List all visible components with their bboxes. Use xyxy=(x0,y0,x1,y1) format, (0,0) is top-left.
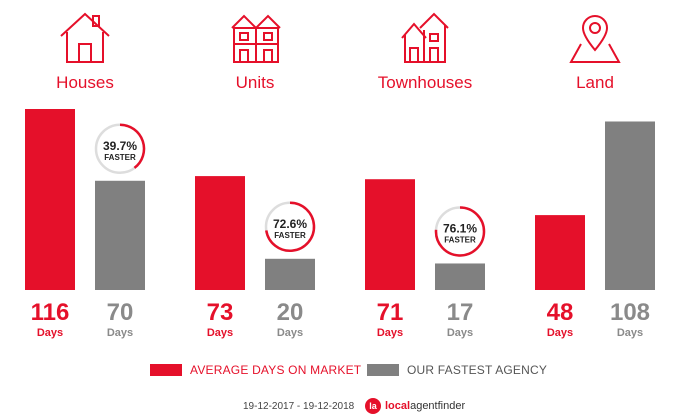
brand-name: localagentfinder xyxy=(385,400,465,412)
brand-logo: la localagentfinder xyxy=(365,398,465,414)
land-icon xyxy=(569,15,621,63)
brand-logo-icon: la xyxy=(365,398,381,414)
value-label-agency-land: 108 xyxy=(610,299,650,326)
value-label-agency-units: 20 xyxy=(277,299,304,326)
category-label-townhouses: Townhouses xyxy=(377,73,473,92)
unit-label-agency-houses: Days xyxy=(107,327,133,339)
unit-label-agency-units: Days xyxy=(277,327,303,339)
faster-label-townhouses: FASTER xyxy=(444,235,476,244)
unit-label-market-land: Days xyxy=(547,327,573,339)
category-label-land: Land xyxy=(576,73,614,92)
faster-percent-townhouses: 76.1% xyxy=(443,221,477,235)
faster-ring-arc-houses xyxy=(119,123,146,169)
footer: 19-12-2017 - 19-12-2018 la localagentfin… xyxy=(0,398,700,416)
bar-agency-houses xyxy=(95,180,145,290)
faster-badge-bg-houses xyxy=(94,122,146,175)
faster-label-units: FASTER xyxy=(274,231,306,240)
bar-agency-townhouses xyxy=(435,263,485,290)
faster-ring-arc-units xyxy=(265,201,316,252)
unit-label-agency-land: Days xyxy=(617,327,643,339)
bar-agency-units xyxy=(265,258,315,290)
faster-badge-bg-townhouses xyxy=(434,205,486,258)
value-label-market-land: 48 xyxy=(547,299,574,326)
bar-market-houses xyxy=(25,109,75,290)
value-label-market-units: 73 xyxy=(207,299,234,326)
units-icon xyxy=(231,14,281,63)
category-label-houses: Houses xyxy=(56,73,114,92)
bar-agency-land xyxy=(605,121,655,290)
value-label-market-townhouses: 71 xyxy=(377,299,404,326)
legend-market: AVERAGE DAYS ON MARKET xyxy=(150,363,361,377)
faster-label-houses: FASTER xyxy=(104,153,136,162)
bar-market-land xyxy=(535,215,585,290)
bar-market-units xyxy=(195,176,245,290)
faster-percent-units: 72.6% xyxy=(273,217,307,231)
brand-name-rest: agentfinder xyxy=(410,400,466,412)
legend-label-market: AVERAGE DAYS ON MARKET xyxy=(190,363,362,377)
bar-market-townhouses xyxy=(365,179,415,290)
townhouses-icon xyxy=(401,12,449,63)
category-label-units: Units xyxy=(235,73,275,92)
legend-agency: OUR FASTEST AGENCY xyxy=(367,363,547,377)
legend-swatch-agency xyxy=(367,364,399,376)
faster-badge-bg-units xyxy=(264,200,316,253)
date-range: 19-12-2017 - 19-12-2018 xyxy=(243,401,355,412)
unit-label-market-townhouses: Days xyxy=(377,327,403,339)
house-icon xyxy=(60,12,110,63)
value-label-agency-townhouses: 17 xyxy=(447,299,474,326)
legend-swatch-market xyxy=(150,364,182,376)
legend-label-agency: OUR FASTEST AGENCY xyxy=(407,363,548,377)
faster-ring-arc-townhouses xyxy=(434,206,486,257)
brand-name-bold: local xyxy=(385,400,411,412)
unit-label-agency-townhouses: Days xyxy=(447,327,473,339)
unit-label-market-houses: Days xyxy=(37,327,63,339)
value-label-agency-houses: 70 xyxy=(107,299,134,326)
faster-percent-houses: 39.7% xyxy=(103,139,137,153)
unit-label-market-units: Days xyxy=(207,327,233,339)
value-label-market-houses: 116 xyxy=(31,299,70,326)
